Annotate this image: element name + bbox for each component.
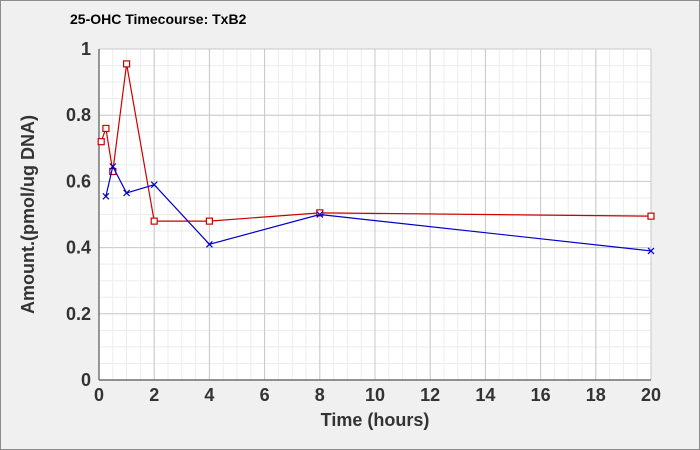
data-point-marker — [102, 124, 110, 133]
x-axis-label: Time (hours) — [321, 410, 430, 430]
x-tick-label: 18 — [586, 385, 606, 405]
x-tick-label: 0 — [94, 385, 104, 405]
marker-stroke — [150, 181, 158, 189]
series-layer — [97, 60, 655, 255]
y-tick-labels: 0 0.2 0.4 0.6 0.8 1 — [66, 39, 91, 390]
y-tick-label: 0.8 — [66, 105, 91, 125]
series-1 — [97, 60, 655, 225]
x-tick-label: 6 — [260, 385, 270, 405]
x-tick-label: 16 — [531, 385, 551, 405]
chart-title: 25-OHC Timecourse: TxB2 — [70, 11, 247, 27]
x-tick-label: 20 — [641, 385, 661, 405]
marker-stroke — [109, 163, 117, 170]
y-tick-label: 0.6 — [66, 171, 91, 191]
data-point-marker — [123, 189, 131, 197]
x-tick-label: 14 — [475, 385, 495, 405]
x-tick-label: 10 — [365, 385, 385, 405]
marker-stroke — [316, 211, 324, 218]
x-tick-label: 2 — [149, 385, 159, 405]
data-point-marker — [316, 209, 324, 217]
marker-stroke — [123, 189, 131, 197]
data-point-marker — [205, 217, 213, 225]
data-point-marker — [97, 138, 105, 146]
data-point-marker — [647, 212, 655, 220]
data-point-marker — [150, 217, 158, 225]
y-tick-label: 0 — [81, 370, 91, 390]
data-point-marker — [316, 211, 324, 218]
data-point-marker — [102, 192, 110, 200]
marker-stroke — [647, 247, 655, 255]
y-axis-label: Amount.(pmol/ug DNA) — [18, 115, 38, 314]
axes — [98, 49, 651, 381]
data-point-marker — [647, 247, 655, 255]
y-tick-label: 1 — [81, 39, 91, 59]
data-point-marker — [122, 60, 131, 68]
series-2 — [102, 163, 655, 255]
x-tick-label: 8 — [315, 385, 325, 405]
data-point-marker — [205, 240, 213, 248]
marker-stroke — [205, 240, 213, 248]
x-tick-label: 12 — [420, 385, 440, 405]
marker-stroke — [102, 192, 110, 200]
x-tick-label: 4 — [204, 385, 214, 405]
y-tick-label: 0.2 — [66, 304, 91, 324]
series-line — [100, 63, 652, 222]
data-point-marker — [109, 163, 117, 170]
data-point-marker — [150, 181, 158, 189]
y-tick-label: 0.4 — [66, 238, 91, 258]
x-tick-labels: 0 2 4 6 8 10 12 14 16 18 20 — [94, 385, 661, 405]
